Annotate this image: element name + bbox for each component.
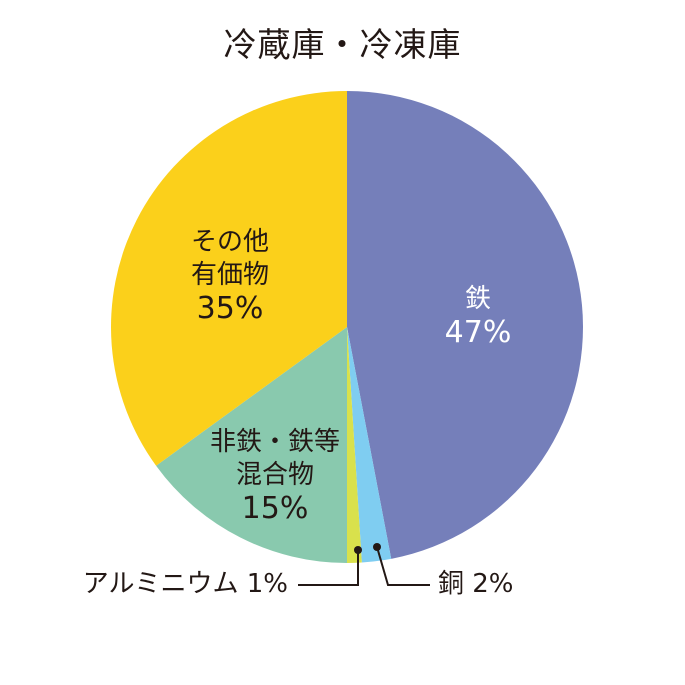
other-label-line1: その他 — [190, 227, 269, 257]
leader-lines — [298, 546, 430, 586]
pie-slice-other — [111, 91, 347, 466]
pie-slice-aluminium — [347, 327, 362, 563]
pie-slice-iron — [347, 91, 583, 559]
chart-title: 冷蔵庫・冷凍庫 — [223, 25, 462, 64]
copper-leader-line — [376, 546, 430, 586]
aluminium-label: アルミニウム 1% — [82, 569, 288, 599]
pie-slice-copper — [347, 327, 392, 563]
copper-leader-dot — [373, 543, 381, 551]
slice-label-iron: 鉄 47% — [418, 283, 538, 349]
slice-label-other: その他 有価物 35% — [160, 226, 300, 325]
other-label-line2: 有価物 — [190, 260, 269, 290]
mixed-label-line1: 非鉄・鉄等 — [209, 427, 340, 457]
aluminium-leader-dot — [354, 546, 362, 554]
copper-label: 銅 2% — [438, 569, 514, 599]
mixed-label-pct: 15% — [241, 491, 309, 526]
slice-label-mixed: 非鉄・鉄等 混合物 15% — [195, 426, 355, 525]
mixed-label-line2: 混合物 — [235, 460, 314, 490]
iron-label-name: 鉄 — [464, 284, 491, 314]
iron-label-pct: 47% — [444, 315, 512, 350]
other-label-pct: 35% — [196, 291, 264, 326]
pie-slice-mixed — [156, 327, 347, 563]
aluminium-leader-line — [298, 550, 359, 586]
